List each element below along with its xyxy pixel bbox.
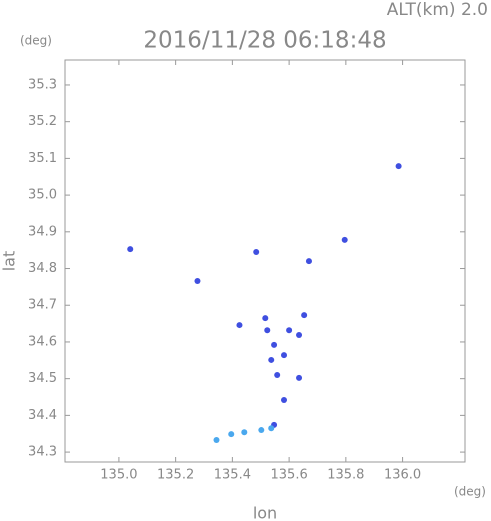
echo-point	[296, 331, 303, 338]
echo-point	[395, 163, 402, 170]
echo-point	[274, 371, 281, 378]
x-tick-label: 136.0	[384, 468, 421, 483]
echo-point	[301, 312, 308, 319]
x-axis-label: lon	[253, 504, 277, 521]
echo-point	[241, 429, 248, 436]
x-tick-label: 135.8	[327, 468, 364, 483]
echo-point	[213, 436, 220, 443]
x-tick-label: 135.6	[271, 468, 308, 483]
x-tick-label: 135.2	[157, 468, 194, 483]
y-tick-label: 34.6	[28, 334, 57, 349]
altitude-label: ALT(km) 2.0	[387, 0, 488, 20]
y-tick-label: 34.4	[28, 408, 57, 423]
echo-point	[236, 322, 243, 329]
echo-point	[281, 396, 288, 403]
echo-point	[264, 327, 271, 334]
echo-point	[258, 427, 265, 434]
echo-point	[253, 249, 260, 256]
plot-frame	[64, 59, 466, 463]
echo-point	[281, 352, 288, 359]
echo-point	[127, 246, 134, 253]
y-tick-label: 35.0	[28, 188, 57, 203]
echo-point	[305, 258, 312, 265]
y-tick-label: 35.3	[28, 77, 57, 92]
y-tick-label: 34.5	[28, 371, 57, 386]
x-tick-label: 135.4	[214, 468, 251, 483]
x-unit: (deg)	[454, 485, 486, 499]
y-tick-label: 35.1	[28, 151, 57, 166]
echo-point	[286, 327, 293, 334]
echo-point	[262, 315, 269, 322]
echo-point	[271, 341, 278, 348]
echo-point	[268, 356, 275, 363]
y-tick-label: 34.8	[28, 261, 57, 276]
echo-point	[268, 425, 275, 432]
chart-title: 2016/11/28 06:18:48	[143, 28, 386, 54]
x-tick-label: 135.0	[100, 468, 137, 483]
y-tick-label: 34.7	[28, 298, 57, 313]
y-tick-label: 35.2	[28, 114, 57, 129]
y-tick-label: 34.9	[28, 224, 57, 239]
y-unit: (deg)	[20, 34, 52, 48]
echo-point	[341, 236, 348, 243]
echo-point	[228, 431, 235, 438]
echo-point	[194, 278, 201, 285]
y-axis-label: lat	[0, 251, 19, 272]
echo-point	[296, 374, 303, 381]
y-tick-label: 34.3	[28, 445, 57, 460]
